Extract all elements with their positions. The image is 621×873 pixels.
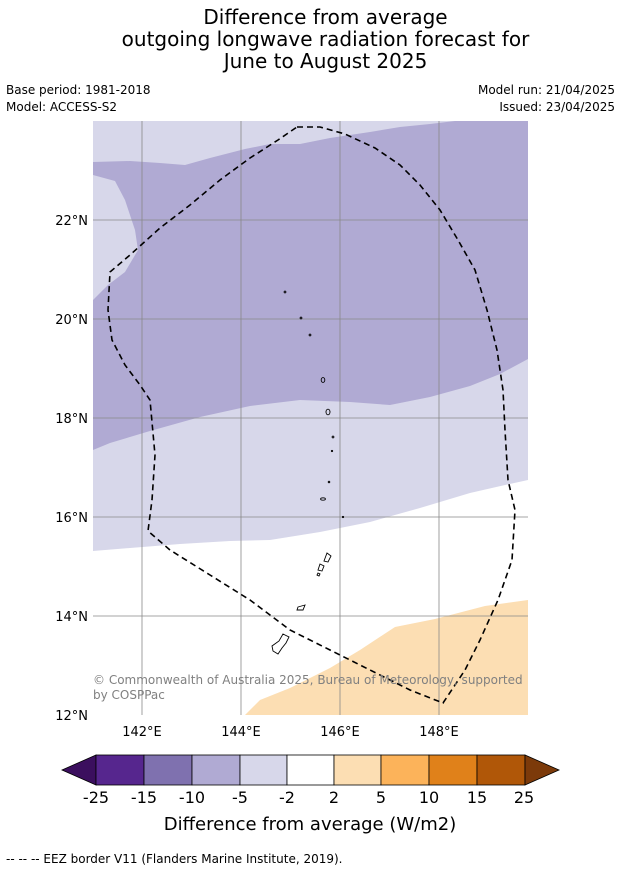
map-panel: © Commonwealth of Australia 2025, Bureau… [93, 121, 528, 715]
colorbar-high-extension [524, 754, 560, 786]
lat-label-20: 20°N [55, 313, 88, 328]
colorbar-segment-2 [143, 754, 193, 786]
lat-labels: 22°N 20°N 18°N 16°N 14°N 12°N [55, 214, 88, 724]
title-line-2: outgoing longwave radiation forecast for [121, 27, 530, 51]
colorbar-ticks: -25 -15 -10 -5 -2 2 5 10 15 25 [83, 788, 534, 807]
island-tinian [317, 563, 325, 572]
lat-label-18: 18°N [55, 412, 88, 427]
island-5 [325, 408, 331, 416]
lon-label-142: 142°E [122, 725, 162, 740]
region-light-orange [245, 600, 528, 715]
meta-left: Base period: 1981-2018 Model: ACCESS-S2 [6, 82, 151, 116]
island-4 [320, 377, 326, 383]
eez-border [107, 126, 516, 704]
colorbar-segment-4 [239, 754, 288, 786]
colorbar-tick-label: 10 [419, 788, 439, 807]
colorbar-segment-5 [286, 754, 335, 786]
island-6 [331, 435, 335, 439]
title-line-1: Difference from average [203, 5, 448, 29]
colorbar-tick-label: 15 [467, 788, 487, 807]
island-3 [308, 333, 312, 337]
colorbar-tick-label: 25 [514, 788, 534, 807]
island-rota [296, 604, 306, 611]
eez-footnote: -- -- -- EEZ border V11 (Flanders Marine… [6, 852, 343, 866]
lat-label-22: 22°N [55, 214, 88, 229]
colorbar-tick-label: -5 [232, 788, 248, 807]
region-mid-purple [93, 121, 528, 450]
colorbar-segment-7 [380, 754, 430, 786]
colorbar [61, 754, 560, 786]
island-7 [330, 449, 334, 453]
title-line-3: June to August 2025 [223, 49, 428, 73]
colorbar-segment-6 [333, 754, 382, 786]
base-period-text: Base period: 1981-2018 [6, 83, 151, 97]
issued-text: Issued: 23/04/2025 [499, 100, 615, 114]
island-10 [341, 515, 345, 519]
colorbar-segment-8 [428, 754, 478, 786]
colorbar-tick-label: -15 [131, 788, 157, 807]
copyright-line-2: by COSPPac [93, 688, 165, 702]
island-9 [320, 497, 326, 501]
lon-label-144: 144°E [221, 725, 261, 740]
lat-label-12: 12°N [55, 709, 88, 724]
colorbar-tick-label: 2 [329, 788, 339, 807]
lat-label-14: 14°N [55, 610, 88, 625]
colorbar-tick-label: -10 [179, 788, 205, 807]
island-aguijan [316, 572, 321, 577]
lon-labels: 142°E 144°E 146°E 148°E [122, 725, 459, 740]
lon-label-148: 148°E [419, 725, 459, 740]
island-2 [299, 316, 303, 320]
lat-gridlines [93, 219, 528, 617]
islands [271, 290, 345, 655]
island-guam [271, 633, 290, 655]
model-text: Model: ACCESS-S2 [6, 100, 118, 114]
colorbar-segment-3 [191, 754, 241, 786]
colorbar-label: Difference from average (W/m2) [164, 814, 456, 835]
colorbar-tick-label: -25 [83, 788, 109, 807]
colorbar-low-extension [61, 754, 97, 786]
colorbar-tick-label: -2 [279, 788, 295, 807]
island-1 [283, 290, 287, 294]
island-saipan [323, 552, 332, 563]
lon-gridlines [141, 121, 440, 715]
island-8 [327, 480, 331, 484]
colorbar-segment-9 [476, 754, 526, 786]
colorbar-segment-1 [95, 754, 145, 786]
copyright-line-1: © Commonwealth of Australia 2025, Bureau… [93, 673, 523, 687]
lon-label-146: 146°E [320, 725, 360, 740]
meta-right: Model run: 21/04/2025 Issued: 23/04/2025 [478, 82, 615, 116]
chart-title: Difference from average outgoing longwav… [0, 6, 621, 72]
lat-label-16: 16°N [55, 511, 88, 526]
model-run-text: Model run: 21/04/2025 [477, 83, 615, 97]
colorbar-tick-label: 5 [376, 788, 386, 807]
